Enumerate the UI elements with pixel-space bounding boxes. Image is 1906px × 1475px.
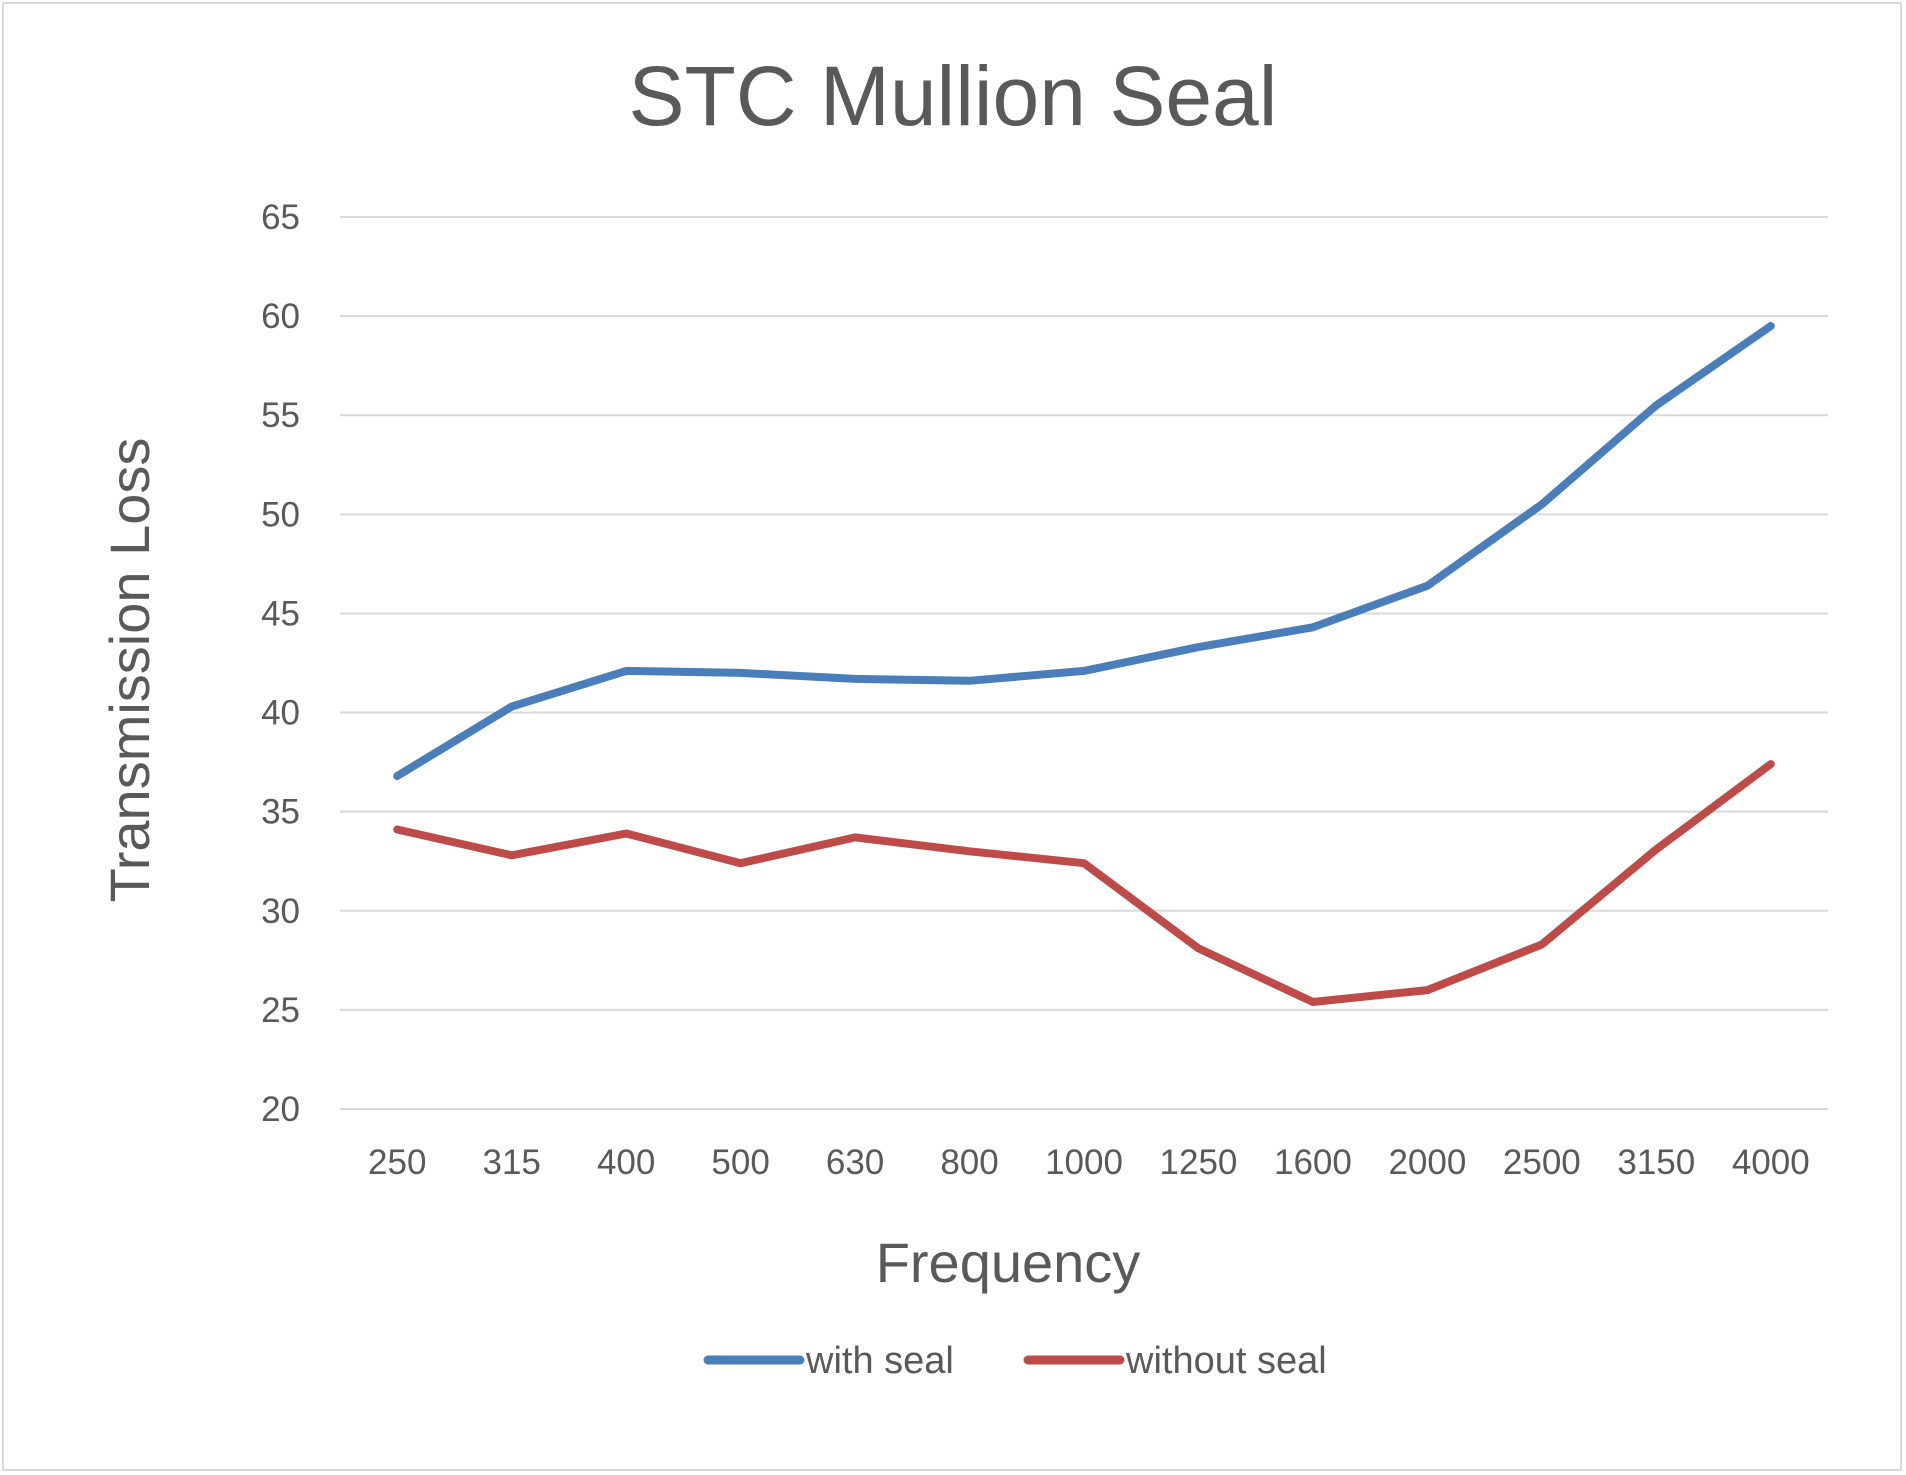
x-tick-label: 400	[597, 1143, 655, 1182]
series-line-without-seal	[393, 760, 1775, 1006]
x-tick-labels: 250 315 400 500 630 800 1000 1250 1600 2000 2500 31…	[368, 1143, 1810, 1182]
x-tick-label: 2000	[1388, 1143, 1466, 1182]
legend-label: without seal	[1125, 1340, 1327, 1382]
legend-item-with-seal: with seal	[703, 1340, 954, 1382]
x-tick-label: 315	[482, 1143, 540, 1182]
series-line-with-seal	[393, 322, 1775, 780]
x-tick-label: 3150	[1617, 1143, 1695, 1182]
x-tick-label: 500	[711, 1143, 769, 1182]
y-tick-label: 50	[261, 495, 300, 534]
x-tick-label: 1000	[1045, 1143, 1123, 1182]
y-tick-label: 20	[261, 1090, 300, 1129]
legend-label: with seal	[805, 1340, 954, 1382]
y-tick-label: 40	[261, 694, 300, 733]
y-tick-label: 55	[261, 396, 300, 435]
y-tick-label: 35	[261, 793, 300, 832]
y-tick-label: 65	[261, 198, 300, 237]
x-tick-label: 2500	[1503, 1143, 1581, 1182]
x-tick-label: 1600	[1274, 1143, 1352, 1182]
x-tick-label: 4000	[1732, 1143, 1810, 1182]
series-lines	[393, 322, 1775, 1006]
x-tick-label: 630	[826, 1143, 884, 1182]
x-tick-label: 1250	[1160, 1143, 1238, 1182]
y-tick-label: 60	[261, 297, 300, 336]
legend-item-without-seal: without seal	[1023, 1340, 1327, 1382]
y-tick-label: 30	[261, 892, 300, 931]
legend: with seal without seal	[703, 1340, 1327, 1382]
x-tick-label: 250	[368, 1143, 426, 1182]
x-axis-title: Frequency	[876, 1231, 1141, 1294]
gridlines	[340, 216, 1828, 1110]
y-tick-label: 45	[261, 594, 300, 633]
y-tick-label: 25	[261, 991, 300, 1030]
y-tick-labels: 20 25 30 35 40 45 50 55 60 65	[261, 198, 300, 1129]
x-tick-label: 800	[940, 1143, 998, 1182]
y-axis-title: Transmission Loss	[98, 438, 161, 903]
chart-title: STC Mullion Seal	[629, 49, 1278, 143]
